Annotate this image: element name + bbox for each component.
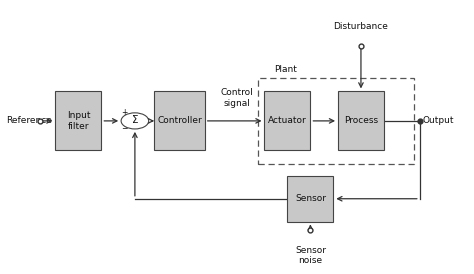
Text: Actuator: Actuator: [268, 116, 307, 125]
Bar: [154, 91, 205, 150]
Text: −: −: [122, 124, 128, 133]
Text: +: +: [122, 108, 128, 117]
Text: Disturbance: Disturbance: [334, 22, 388, 31]
Text: Sensor: Sensor: [295, 194, 326, 203]
Circle shape: [121, 113, 149, 129]
Text: Plant: Plant: [273, 65, 297, 74]
Text: Controller: Controller: [157, 116, 202, 125]
Text: Control
signal: Control signal: [220, 89, 253, 108]
Bar: [55, 91, 101, 150]
Bar: [287, 176, 333, 222]
Text: Output: Output: [423, 116, 455, 125]
Bar: [338, 91, 384, 150]
Text: Input
filter: Input filter: [67, 111, 90, 131]
Text: Σ: Σ: [132, 115, 138, 125]
Text: Reference: Reference: [6, 116, 52, 125]
Bar: [264, 91, 310, 150]
Text: Sensor
noise: Sensor noise: [295, 246, 326, 265]
Text: Process: Process: [344, 116, 378, 125]
Bar: [257, 78, 414, 164]
